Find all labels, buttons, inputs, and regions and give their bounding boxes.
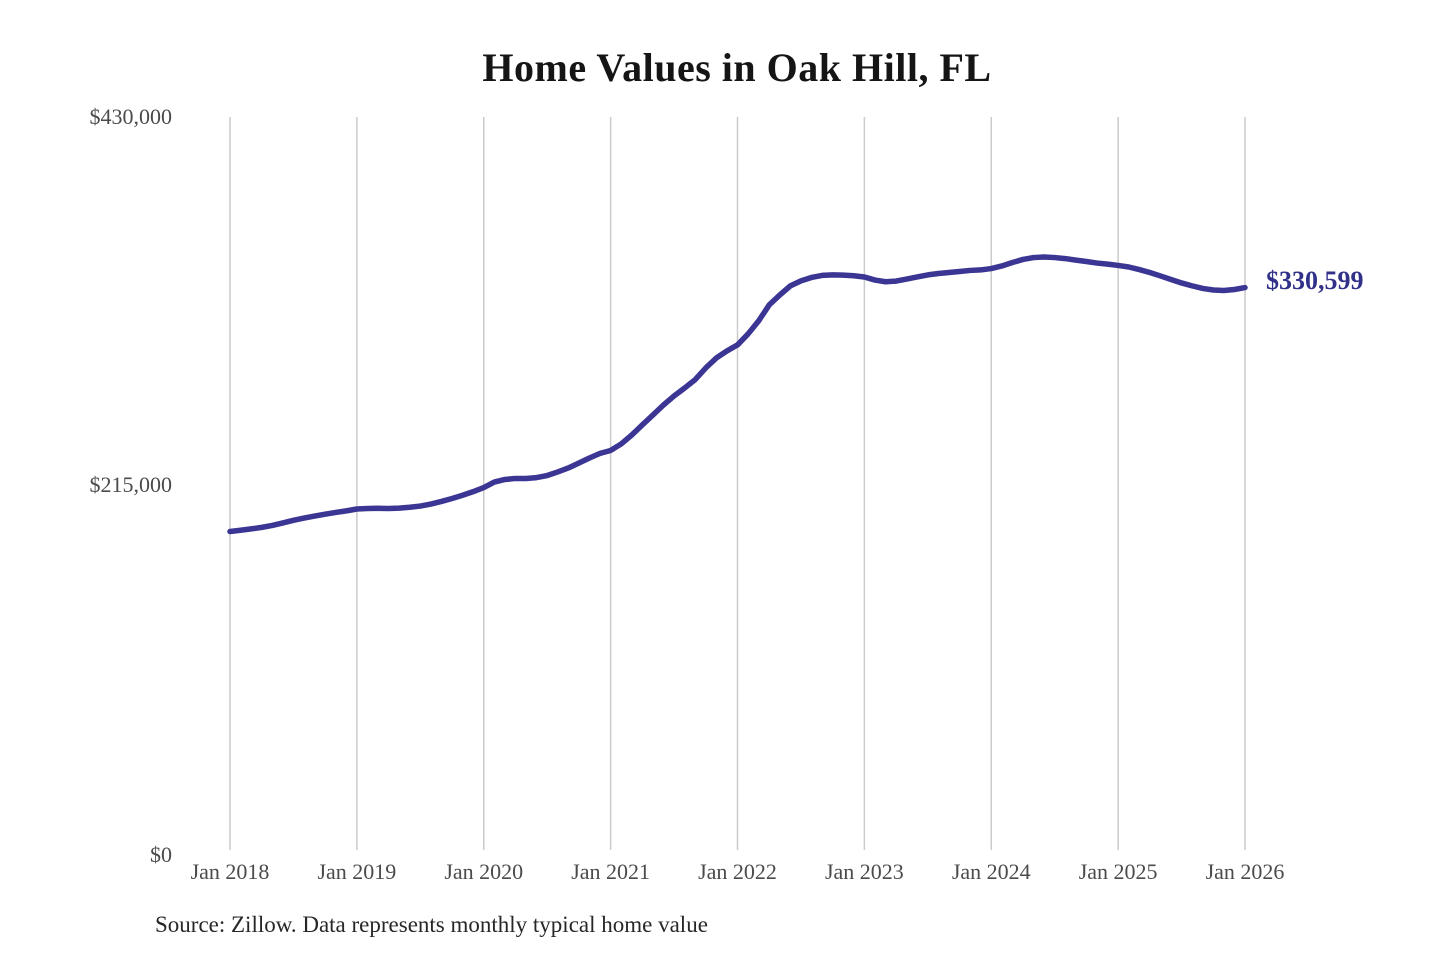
chart-title: Home Values in Oak Hill, FL bbox=[482, 45, 992, 90]
x-axis-label: Jan 2022 bbox=[698, 859, 777, 884]
x-axis-label: Jan 2023 bbox=[824, 859, 904, 884]
x-axis-label: Jan 2025 bbox=[1078, 859, 1158, 884]
x-axis-label: Jan 2024 bbox=[951, 859, 1031, 884]
source-note: Source: Zillow. Data represents monthly … bbox=[155, 912, 708, 937]
x-axis-label: Jan 2026 bbox=[1205, 859, 1285, 884]
latest-value-label: $330,599 bbox=[1266, 266, 1364, 295]
x-axis-label: Jan 2019 bbox=[317, 859, 397, 884]
y-axis-label-0: $0 bbox=[150, 842, 172, 867]
x-axis-label: Jan 2020 bbox=[444, 859, 524, 884]
x-axis-label: Jan 2018 bbox=[190, 859, 270, 884]
y-axis-label-430000: $430,000 bbox=[89, 104, 173, 129]
y-axis-label-215000: $215,000 bbox=[89, 472, 173, 497]
home-value-series-line bbox=[227, 254, 1248, 535]
x-axis-label: Jan 2021 bbox=[571, 859, 651, 884]
